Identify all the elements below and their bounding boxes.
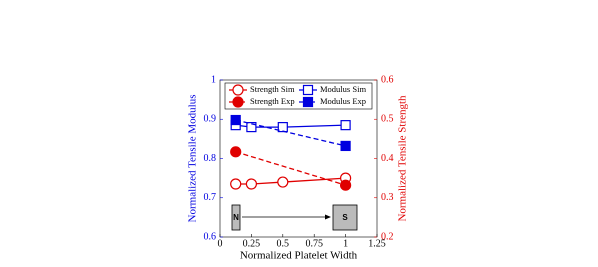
marker [232,84,244,96]
inset-box [231,204,241,231]
marker [302,96,314,108]
marker [340,179,352,191]
y-tick-label: 0.7 [204,192,217,203]
legend-label: Modulus Sim [320,84,366,94]
x-tick-label: 0 [218,238,223,249]
y-tick-label: 1 [211,74,216,85]
marker [230,178,242,190]
y2-axis-label: Normalized Tensile Strength [397,95,409,222]
marker [246,121,257,133]
inset-box [332,204,358,231]
marker [277,121,288,133]
inset-label: N [233,213,239,222]
y-tick-label: 0.9 [204,114,217,125]
y2-tick-label: 0.5 [381,114,394,125]
marker [340,120,351,131]
y2-tick-label: 0.6 [381,74,394,85]
y2-tick-label: 0.3 [381,192,394,203]
x-tick-label: 1.25 [368,238,386,249]
legend-label: Modulus Exp [320,96,366,106]
x-axis-label: Normalized Platelet Width [240,250,358,262]
x-tick-label: 0.75 [305,238,323,249]
marker [232,96,244,108]
marker [340,140,351,152]
legend-label: Strength Exp [250,96,295,106]
marker [230,114,241,126]
marker [245,178,257,190]
x-tick-label: 0.25 [243,238,261,249]
legend-box [224,82,373,110]
marker [277,176,289,188]
y2-tick-label: 0.2 [381,231,394,242]
series-line [235,177,346,185]
marker [302,84,314,96]
series-line [235,151,346,186]
y-tick-label: 0.6 [204,231,217,242]
x-tick-label: 1 [343,238,348,249]
legend-label: Strength Sim [250,84,295,94]
series-line [235,119,346,147]
y2-tick-label: 0.4 [381,153,394,164]
inset-label: S [342,213,348,222]
inset-arrowhead [325,214,331,220]
marker [230,146,242,158]
y-tick-label: 0.8 [204,153,217,164]
y-axis-label: Normalized Tensile Modulus [187,95,199,223]
x-tick-label: 0.5 [277,238,290,249]
